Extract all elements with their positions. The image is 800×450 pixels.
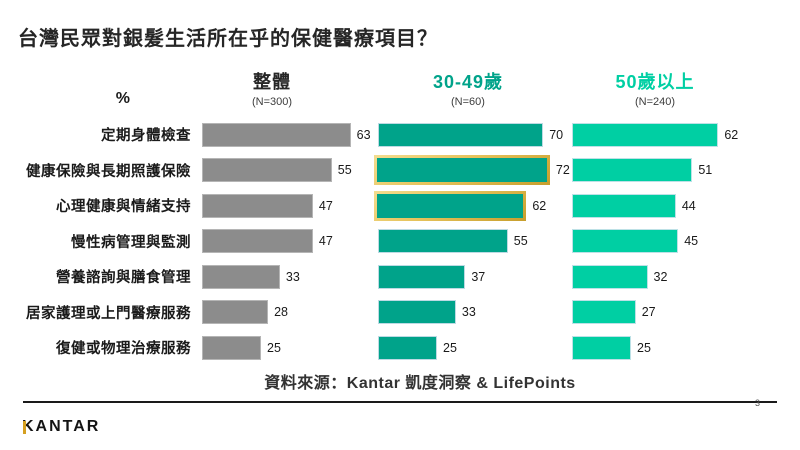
bar-50歲以上-定期身體檢查 xyxy=(572,122,719,147)
source-note: 資料來源：Kantar 凱度洞察 & LifePoints xyxy=(264,375,576,392)
bar-cell: 25 xyxy=(373,330,567,366)
category-label: 定期身體檢查 xyxy=(101,128,191,145)
bar-value: 55 xyxy=(513,234,528,249)
bar-chart: 定期身體檢查 63 70 62 健康保險與長期照護保險 55 72 51 心理健康與情緒支持 47… xyxy=(0,117,800,366)
bar-cell: 51 xyxy=(567,153,800,189)
bar-cell: 37 xyxy=(373,259,567,295)
category-label: 居家護理或上門醫療服務 xyxy=(26,305,191,322)
chart-row: 健康保險與長期照護保險 55 72 51 xyxy=(0,153,800,189)
bar-value: 37 xyxy=(471,269,486,284)
column-header-50plus-n: (N=240) xyxy=(634,96,676,108)
bar-50歲以上-慢性病管理與監測 xyxy=(572,229,679,254)
bar-整體-健康保險與長期照護保險 xyxy=(202,158,332,183)
bar-value: 27 xyxy=(641,305,656,320)
percent-axis-label: % xyxy=(115,90,130,107)
category-label: 健康保險與長期照護保險 xyxy=(26,163,191,180)
bar-value: 25 xyxy=(267,340,281,355)
bar-整體-慢性病管理與監測 xyxy=(202,229,313,254)
bar-cell: 33 xyxy=(373,295,567,331)
bar-value: 72 xyxy=(555,163,570,178)
bar-value: 32 xyxy=(653,269,668,284)
bar-cell: 28 xyxy=(197,295,373,331)
bar-value: 62 xyxy=(724,127,739,142)
column-header-50plus-label: 50歲以上 xyxy=(615,72,695,92)
bar-cell: 72 xyxy=(373,153,570,189)
category-label: 復健或物理治療服務 xyxy=(56,341,191,358)
category-label: 心理健康與情緒支持 xyxy=(56,199,191,216)
footer-divider xyxy=(23,401,777,403)
bar-value: 51 xyxy=(698,163,713,178)
bar-30-49歲-健康保險與長期照護保險 xyxy=(377,158,547,183)
bar-cell: 47 xyxy=(197,224,373,260)
bar-cell: 47 xyxy=(197,188,373,224)
kantar-logo: KANTAR xyxy=(22,418,100,436)
chart-row: 慢性病管理與監測 47 55 45 xyxy=(0,224,800,260)
bar-30-49歲-居家護理或上門醫療服務 xyxy=(378,300,456,325)
bar-value: 28 xyxy=(274,305,288,320)
bar-cell: 25 xyxy=(567,330,800,366)
bar-30-49歲-復健或物理治療服務 xyxy=(378,335,437,360)
bar-50歲以上-復健或物理治療服務 xyxy=(572,335,631,360)
bar-cell: 44 xyxy=(567,188,800,224)
bar-value: 45 xyxy=(684,234,699,249)
column-header-overall-label: 整體 xyxy=(252,72,291,92)
kantar-logo-text: KANTAR xyxy=(22,418,101,435)
bar-50歲以上-健康保險與長期照護保險 xyxy=(572,158,693,183)
bar-50歲以上-居家護理或上門醫療服務 xyxy=(572,300,636,325)
bar-cell: 27 xyxy=(567,295,800,331)
bar-cell: 33 xyxy=(197,259,373,295)
bar-50歲以上-營養諮詢與膳食管理 xyxy=(572,264,648,289)
bar-cell: 32 xyxy=(567,259,800,295)
column-header-30-49-label: 30-49歲 xyxy=(432,72,504,92)
column-header-50plus: 50歲以上 (N=240) xyxy=(615,68,694,108)
bar-value: 25 xyxy=(443,340,457,355)
category-label: 慢性病管理與監測 xyxy=(71,234,191,251)
chart-row: 營養諮詢與膳食管理 33 37 32 xyxy=(0,259,800,295)
bar-cell: 55 xyxy=(373,224,567,260)
bar-value: 55 xyxy=(337,163,352,178)
bar-cell: 62 xyxy=(567,117,800,153)
bar-value: 47 xyxy=(318,198,333,213)
bar-整體-定期身體檢查 xyxy=(202,122,351,147)
column-header-30-49-n: (N=60) xyxy=(451,96,485,108)
bar-value: 25 xyxy=(637,340,651,355)
highlight-frame xyxy=(374,155,550,186)
column-header-overall-n: (N=300) xyxy=(251,96,293,108)
kantar-logo-gold-accent xyxy=(23,421,26,434)
chart-row: 居家護理或上門醫療服務 28 33 27 xyxy=(0,295,800,331)
bar-整體-心理健康與情緒支持 xyxy=(202,193,313,218)
bar-30-49歲-慢性病管理與監測 xyxy=(378,229,508,254)
bar-cell: 62 xyxy=(373,188,567,224)
column-header-overall: 整體 (N=300) xyxy=(252,68,292,108)
bar-value: 33 xyxy=(285,269,300,284)
bar-整體-復健或物理治療服務 xyxy=(202,335,261,360)
bar-value: 62 xyxy=(532,198,547,213)
chart-row: 定期身體檢查 63 70 62 xyxy=(0,117,800,153)
bar-cell: 63 xyxy=(197,117,373,153)
chart-row: 心理健康與情緒支持 47 62 44 xyxy=(0,188,800,224)
bar-整體-營養諮詢與膳食管理 xyxy=(202,264,280,289)
bar-50歲以上-心理健康與情緒支持 xyxy=(572,193,676,218)
bar-30-49歲-定期身體檢查 xyxy=(378,122,544,147)
bar-cell: 45 xyxy=(567,224,800,260)
chart-title: 台灣民眾對銀髮生活所在乎的保健醫療項目？ xyxy=(18,28,438,50)
page-number: 3 xyxy=(754,398,760,408)
bar-value: 70 xyxy=(549,127,564,142)
column-header-30-49: 30-49歲 (N=60) xyxy=(433,68,503,108)
bar-cell: 55 xyxy=(197,153,373,189)
bar-cell: 70 xyxy=(373,117,567,153)
bar-cell: 25 xyxy=(197,330,373,366)
bar-value: 33 xyxy=(461,305,476,320)
category-label: 營養諮詢與膳食管理 xyxy=(56,270,191,287)
chart-row: 復健或物理治療服務 25 25 25 xyxy=(0,330,800,366)
highlight-frame xyxy=(374,190,527,221)
bar-value: 44 xyxy=(681,198,696,213)
bar-30-49歲-心理健康與情緒支持 xyxy=(377,193,524,218)
bar-value: 63 xyxy=(356,127,371,142)
bar-30-49歲-營養諮詢與膳食管理 xyxy=(378,264,466,289)
bar-整體-居家護理或上門醫療服務 xyxy=(202,300,269,325)
bar-value: 47 xyxy=(318,234,333,249)
